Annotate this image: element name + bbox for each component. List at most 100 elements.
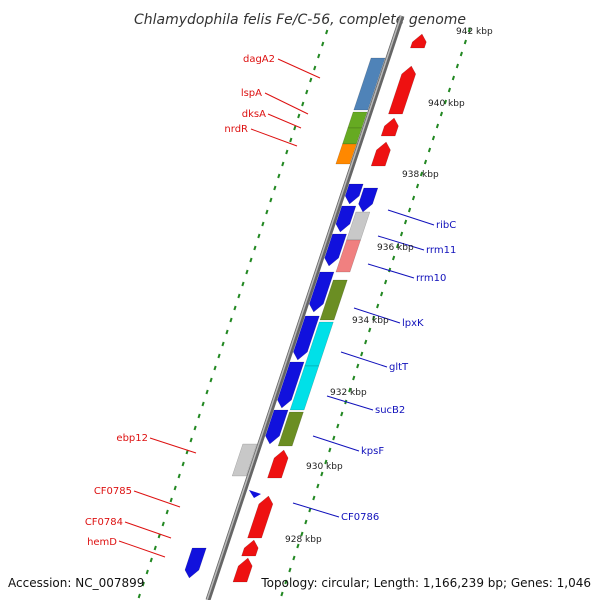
outer-right-guide	[407, 207, 412, 213]
outer-right-guide	[459, 51, 463, 57]
gene-label-sucB2[interactable]: sucB2	[375, 405, 405, 416]
CF0784-pointer	[124, 521, 172, 539]
reverse-gene	[293, 315, 320, 361]
dagA2-gene	[353, 57, 386, 111]
forward-gene	[410, 33, 427, 49]
outer-right-guide	[372, 315, 376, 321]
outer-left-guide	[265, 209, 269, 215]
gene-label-ebp12[interactable]: ebp12	[116, 433, 148, 444]
outer-right-guide	[463, 39, 467, 45]
rrm10-gene	[335, 239, 361, 273]
gene-label-rrm10[interactable]: rrm10	[416, 273, 446, 284]
outer-left-guide	[233, 305, 237, 311]
forward-gene	[388, 65, 417, 115]
gene-label-rrm11[interactable]: rrm11	[426, 245, 456, 256]
gene-label-lspA[interactable]: lspA	[241, 88, 262, 99]
accession-text: Accession: NC_007899	[8, 576, 144, 590]
outer-left-guide	[149, 557, 153, 563]
nrdR-gene	[335, 143, 357, 165]
outer-right-guide	[451, 75, 456, 81]
outer-left-guide	[261, 221, 265, 227]
outer-right-guide	[364, 339, 368, 345]
genome-backbone	[205, 15, 405, 600]
gene-label-dagA2[interactable]: dagA2	[243, 54, 275, 65]
outer-left-guide	[209, 377, 213, 383]
hemD-gene	[184, 547, 207, 579]
outer-right-guide	[304, 519, 308, 525]
outer-left-guide	[229, 317, 233, 323]
kpsF-gene	[277, 411, 304, 447]
nrdR-pointer	[250, 128, 298, 147]
outer-left-guide	[177, 473, 181, 479]
outer-left-guide	[237, 293, 241, 299]
outer-left-guide	[217, 353, 221, 359]
gene-label-lpxK[interactable]: lpxK	[402, 318, 424, 329]
outer-right-guide	[280, 591, 284, 597]
sucB2-pointer	[326, 395, 374, 411]
gene-label-ribC[interactable]: ribC	[436, 220, 456, 231]
outer-left-guide	[201, 401, 205, 407]
ribC-gene	[358, 187, 379, 213]
tick-label-942: 942 kbp	[456, 27, 493, 37]
reverse-gene	[324, 233, 347, 267]
outer-left-guide	[321, 41, 325, 47]
outer-right-guide	[447, 87, 452, 93]
outer-left-guide	[161, 521, 165, 527]
outer-left-guide	[281, 161, 285, 167]
outer-left-guide	[245, 269, 249, 275]
outer-right-guide	[296, 543, 300, 549]
forward-gene	[232, 557, 253, 583]
tick-label-930: 930 kbp	[306, 462, 343, 472]
outer-right-guide	[395, 243, 400, 249]
outer-right-guide	[399, 231, 404, 237]
rrm11-pointer	[377, 235, 425, 251]
outer-right-guide	[284, 579, 288, 585]
outer-left-guide	[297, 113, 301, 119]
outer-left-guide	[181, 461, 185, 467]
outer-right-guide	[435, 123, 440, 129]
dagA2-pointer	[277, 58, 321, 79]
outer-left-guide	[141, 581, 145, 587]
outer-right-guide	[439, 111, 444, 117]
outer-right-guide	[411, 195, 416, 201]
outer-left-guide	[197, 413, 201, 419]
outer-left-guide	[277, 173, 281, 179]
outer-left-guide	[157, 533, 161, 539]
gene-label-kpsF[interactable]: kpsF	[361, 446, 384, 457]
gene-label-CF0784[interactable]: CF0784	[85, 517, 123, 528]
gene-label-hemD[interactable]: hemD	[87, 537, 117, 548]
outer-right-guide	[467, 27, 471, 33]
gene-label-gltT[interactable]: gltT	[389, 362, 409, 373]
tick-label-940: 940 kbp	[428, 99, 465, 109]
reverse-gene	[277, 361, 305, 409]
outer-right-guide	[455, 63, 460, 69]
outer-right-guide	[320, 471, 324, 477]
gene-label-CF0785[interactable]: CF0785	[94, 486, 132, 497]
forward-gene	[267, 449, 289, 479]
ebp12-pointer	[149, 437, 197, 454]
CF0786-gene	[249, 490, 261, 498]
outer-right-guide	[340, 411, 344, 417]
outer-right-guide	[316, 483, 320, 489]
gene-label-CF0786[interactable]: CF0786	[341, 512, 379, 523]
outer-left-guide	[169, 497, 173, 503]
outer-left-guide	[289, 137, 293, 143]
gene-label-dksA[interactable]: dksA	[242, 109, 266, 120]
outer-left-guide	[253, 245, 257, 251]
outer-right-guide	[324, 459, 328, 465]
outer-right-guide	[336, 423, 340, 429]
topology-text: Topology: circular; Length: 1,166,239 bp…	[260, 576, 591, 590]
outer-left-guide	[301, 101, 305, 107]
outer-right-guide	[332, 435, 336, 441]
gene-label-nrdR[interactable]: nrdR	[224, 124, 248, 135]
outer-left-guide	[317, 53, 321, 59]
outer-left-guide	[249, 257, 253, 263]
reverse-gene	[335, 205, 357, 233]
forward-gene	[247, 495, 274, 539]
outer-right-guide	[352, 375, 356, 381]
rrm10-pointer	[367, 263, 415, 279]
outer-right-guide	[403, 219, 408, 225]
dksA-pointer	[267, 113, 302, 129]
outer-right-guide	[419, 171, 424, 177]
tick-label-936: 936 kbp	[377, 243, 414, 253]
